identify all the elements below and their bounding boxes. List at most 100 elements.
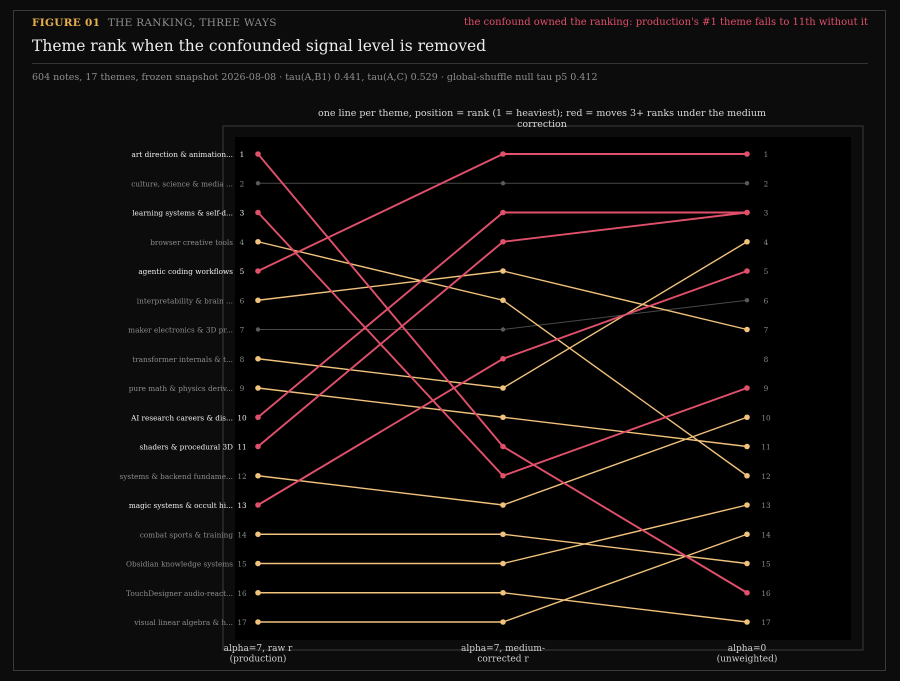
theme-label: learning systems & self-d...	[132, 209, 233, 218]
theme-label: combat sports & training	[140, 530, 234, 539]
right-tick-label: 10	[761, 413, 771, 422]
right-tick-label: 2	[764, 179, 769, 188]
column-label: alpha=7, medium-corrected r	[461, 644, 545, 665]
series-point	[255, 268, 261, 274]
series-point	[255, 355, 261, 362]
theme-label: maker electronics & 3D pr...	[128, 326, 233, 335]
page-title: Theme rank when the confounded signal le…	[32, 37, 487, 55]
series-point	[744, 385, 750, 391]
right-tick-label: 12	[761, 472, 770, 481]
left-rank-label: 6	[240, 296, 245, 305]
right-tick-label: 15	[761, 560, 771, 569]
series-point	[255, 385, 261, 391]
series-point	[500, 619, 506, 625]
left-rank-label: 16	[237, 589, 247, 598]
theme-label: culture, science & media ...	[131, 179, 233, 188]
series-point	[500, 385, 506, 391]
theme-label: TouchDesigner audio-react...	[126, 589, 233, 598]
series-point	[255, 589, 261, 596]
series-point	[744, 619, 750, 625]
series-point	[500, 560, 506, 567]
series-point	[500, 414, 506, 421]
theme-label: magic systems & occult hi...	[129, 501, 233, 510]
series-point	[500, 327, 506, 332]
right-tick-label: 5	[764, 267, 769, 276]
series-point	[255, 414, 261, 421]
right-tick-label: 11	[761, 443, 770, 452]
theme-label: art direction & animation...	[132, 150, 233, 159]
series-point	[744, 443, 750, 450]
series-point	[744, 472, 750, 479]
left-rank-label: 4	[240, 238, 245, 247]
left-rank-label: 9	[240, 384, 245, 393]
series-point	[744, 268, 750, 274]
column-label-line: alpha=7, raw r	[224, 644, 293, 654]
divider	[32, 63, 868, 64]
left-rank-label: 10	[237, 413, 247, 422]
right-tick-label: 4	[764, 238, 769, 247]
left-rank-label: 2	[240, 179, 245, 188]
series-point	[255, 531, 261, 538]
theme-label: AI research careers & dis...	[130, 413, 233, 422]
axes-frame	[222, 125, 864, 651]
series-point	[500, 151, 506, 157]
series-point	[744, 298, 750, 303]
series-point	[500, 181, 506, 186]
left-rank-label: 5	[240, 267, 245, 276]
series-point	[744, 326, 750, 333]
left-rank-label: 15	[237, 560, 247, 569]
right-tick-label: 14	[761, 530, 771, 539]
right-tick-label: 3	[764, 209, 769, 218]
series-point	[744, 531, 750, 538]
figure-subtitle: THE RANKING, THREE WAYS	[107, 17, 277, 29]
left-rank-label: 12	[237, 472, 246, 481]
series-point	[255, 443, 261, 450]
right-tick-label: 8	[764, 355, 769, 364]
right-tick-label: 9	[764, 384, 769, 393]
series-point	[500, 472, 506, 479]
theme-label: shaders & procedural 3D	[140, 443, 234, 452]
column-label: alpha=0 (unweighted)	[717, 644, 778, 665]
series-point	[744, 181, 750, 186]
series-point	[500, 443, 506, 450]
series-point	[255, 151, 261, 157]
series-point	[500, 355, 506, 362]
chart-title: one line per theme, position = rank (1 =…	[318, 108, 766, 130]
chart-title-line: one line per theme, position = rank (1 =…	[318, 108, 766, 119]
right-tick-label: 13	[761, 501, 771, 510]
figure-headline: the confound owned the ranking: producti…	[463, 17, 868, 28]
theme-label: browser creative tools	[150, 238, 233, 247]
figure-label: FIGURE 01 THE RANKING, THREE WAYS	[32, 17, 277, 29]
series-point	[255, 209, 261, 216]
figure-number: FIGURE 01	[32, 17, 101, 29]
series-point	[255, 502, 261, 508]
column-label-line: alpha=7, medium-	[461, 644, 545, 654]
series-point	[255, 472, 261, 479]
theme-label: interpretability & brain ...	[137, 296, 233, 305]
right-tick-label: 6	[764, 296, 769, 305]
series-point	[500, 209, 506, 216]
theme-label: transformer internals & t...	[132, 355, 233, 364]
left-rank-label: 3	[240, 209, 245, 218]
left-rank-label: 7	[240, 326, 245, 335]
series-point	[744, 151, 750, 157]
series-point	[744, 589, 750, 596]
series-point	[744, 238, 750, 245]
series-point	[744, 414, 750, 421]
series-point	[744, 209, 750, 216]
figure-frame	[13, 10, 886, 671]
right-tick-label: 1	[764, 150, 769, 159]
chart-title-line: correction	[517, 119, 567, 130]
series-point	[255, 619, 261, 625]
left-rank-label: 13	[237, 501, 247, 510]
left-rank-label: 14	[237, 530, 247, 539]
theme-label: Obsidian knowledge systems	[126, 560, 233, 569]
column-label-line: corrected r	[477, 655, 529, 665]
column-label-line: (production)	[230, 654, 287, 665]
theme-label: pure math & physics deriv...	[129, 384, 233, 393]
series-point	[500, 238, 506, 245]
column-label: alpha=7, raw r (production)	[224, 644, 293, 665]
left-rank-label: 11	[237, 443, 246, 452]
series-point	[255, 238, 261, 245]
